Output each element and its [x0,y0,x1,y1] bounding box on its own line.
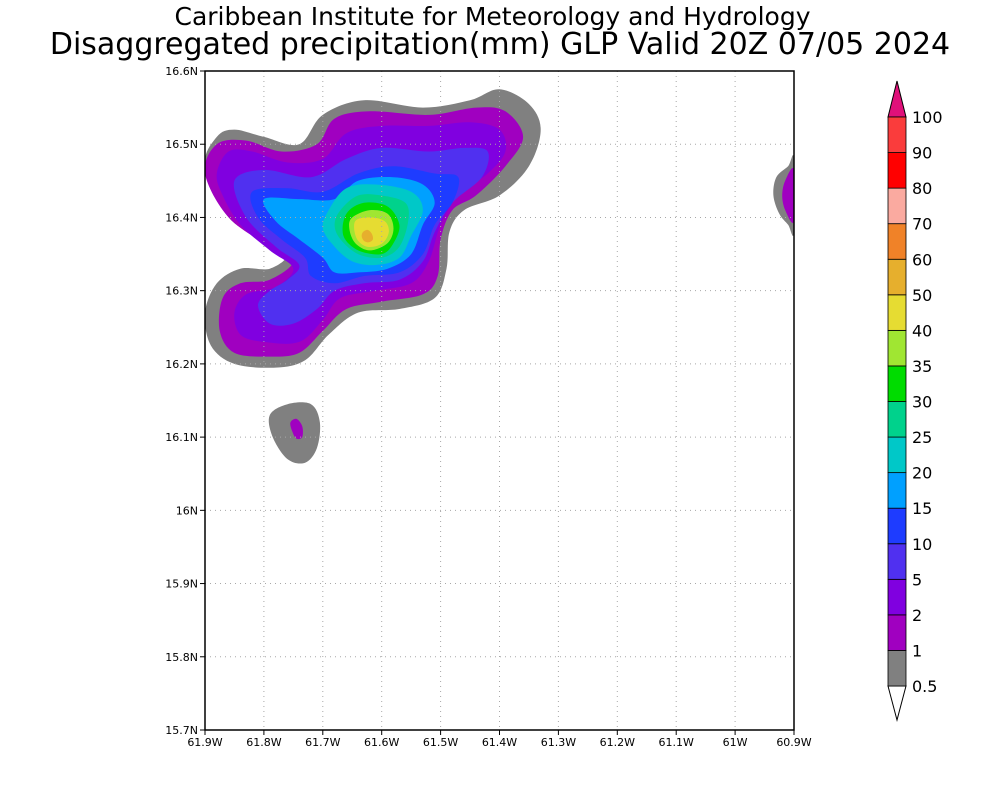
colorbar-label: 25 [912,428,932,447]
colorbar-swatch [887,223,907,260]
colorbar-swatch [887,614,907,651]
colorbar-label: 10 [912,535,932,554]
y-tick-label: 16.1N [165,431,198,444]
axis-ticks: 61.9W 61.8W 61.7W 61.6W 61.5W 61.4W 61.3W 61.2W… [165,65,812,749]
x-tick-label: 61.7W [305,736,340,749]
colorbar-label: 60 [912,250,932,269]
y-tick-label: 16.6N [165,65,198,78]
colorbar-label: 90 [912,144,932,163]
colorbar-label: 100 [912,108,943,127]
colorbar-swatch [887,436,907,474]
y-tick-label: 15.9N [165,578,198,591]
colorbar-swatch [887,543,907,580]
colorbar-label: 30 [912,393,932,412]
colorbar-swatch [887,401,907,438]
y-tick-label: 15.7N [165,724,198,737]
y-tick-label: 16.2N [165,358,198,371]
colorbar-under-arrow [887,685,907,722]
colorbar-label: 15 [912,499,932,518]
colorbar-label: 35 [912,357,932,376]
colorbar-swatch [887,365,907,402]
x-tick-label: 61.8W [246,736,281,749]
precip-cell-main-system [205,89,541,368]
x-tick-label: 61.4W [482,736,517,749]
x-tick-label: 61.5W [423,736,458,749]
x-tick-label: 61.3W [541,736,576,749]
colorbar-swatch [887,116,907,153]
colorbar-label: 0.5 [912,677,937,696]
colorbar-label: 70 [912,215,932,234]
colorbar-label: 5 [912,570,922,589]
colorbar-swatch [887,329,907,367]
y-tick-label: 16.3N [165,285,198,298]
precip-cell-small-cell-south [268,402,321,464]
colorbar-label: 1 [912,641,922,660]
precipitation-contours [205,89,794,464]
y-tick-label: 16.4N [165,211,198,224]
colorbar-label: 2 [912,606,922,625]
colorbar-label: 40 [912,321,932,340]
colorbar-label: 80 [912,179,932,198]
colorbar-swatch [887,472,907,509]
x-tick-label: 61.1W [659,736,694,749]
colorbar-swatch [887,187,907,225]
colorbar-swatch [887,578,907,616]
colorbar-label: 20 [912,464,932,483]
precip-contour-1mm [290,418,303,440]
colorbar-swatch [887,507,907,545]
colorbar-swatch [887,650,907,687]
colorbar-swatch [887,258,907,296]
y-tick-label: 16.5N [165,138,198,151]
x-tick-label: 61.2W [600,736,635,749]
title-line-1: Caribbean Institute for Meteorology and … [174,2,811,31]
x-tick-label: 61.9W [187,736,222,749]
colorbar-label: 50 [912,286,932,305]
y-tick-label: 15.8N [165,651,198,664]
y-tick-label: 16N [176,504,198,517]
map-grid [205,71,794,730]
precip-contour-1mm [782,168,794,223]
x-tick-label: 60.9W [776,736,811,749]
colorbar-swatch [887,152,907,189]
title-line-2: Disaggregated precipitation(mm) GLP Vali… [49,27,951,62]
x-tick-label: 61.6W [364,736,399,749]
precip-contour-40mm [354,217,389,248]
x-tick-label: 61W [723,736,748,749]
precip-cell-east-edge-cell [773,154,794,237]
precip-contour-50mm [361,229,374,243]
colorbar-over-arrow [887,80,907,118]
colorbar-swatch [887,294,907,331]
